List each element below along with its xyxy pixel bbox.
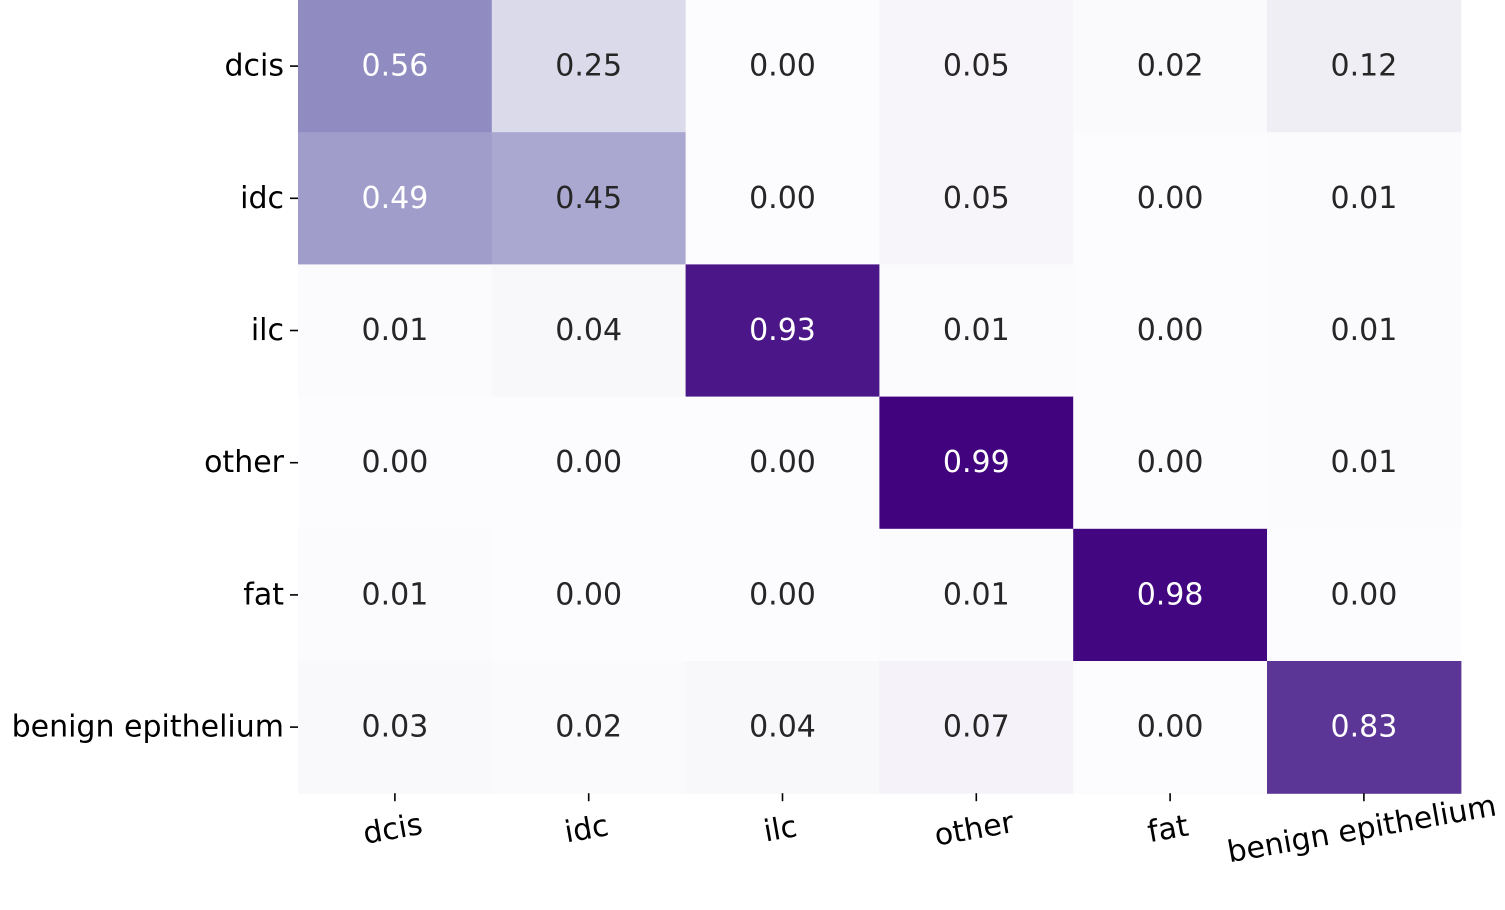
cell-value-label: 0.01	[1331, 313, 1398, 348]
cell-value-label: 0.00	[362, 445, 429, 480]
y-tick-label: dcis	[224, 49, 284, 84]
cell-value-label: 0.01	[943, 313, 1010, 348]
cell-value-label: 0.00	[555, 445, 622, 480]
heatmap-cell	[298, 264, 493, 398]
y-tick-label: benign epithelium	[12, 710, 284, 745]
heatmap-cell	[491, 0, 687, 133]
heatmap-cell	[879, 528, 1074, 662]
heatmap-cell	[1073, 0, 1268, 133]
cell-value-label: 0.00	[555, 577, 622, 612]
heatmap-cell	[685, 396, 880, 530]
heatmap-cell	[1073, 132, 1268, 265]
cell-value-label: 0.98	[1137, 577, 1204, 612]
x-tick-label: ilc	[761, 809, 800, 849]
heatmap-cell	[685, 0, 880, 133]
cell-value-label: 0.01	[362, 577, 429, 612]
cell-value-label: 0.07	[943, 710, 1010, 745]
cell-value-label: 0.01	[943, 577, 1010, 612]
cell-value-label: 0.00	[1331, 577, 1398, 612]
cell-value-label: 0.93	[749, 313, 816, 348]
heatmap-cell	[879, 396, 1074, 530]
heatmap-cell	[879, 661, 1074, 794]
heatmap-cell	[491, 264, 687, 398]
cell-value-label: 0.04	[749, 710, 816, 745]
x-tick-label: idc	[562, 808, 611, 850]
heatmap-cell	[1073, 264, 1268, 398]
heatmap-cell	[685, 661, 880, 794]
cell-value-label: 0.25	[555, 49, 622, 84]
cell-value-label: 0.01	[1331, 181, 1398, 216]
heatmap-cell	[298, 396, 493, 530]
x-tick-label: benign epithelium	[1225, 788, 1499, 870]
heatmap-cell	[491, 661, 687, 794]
y-tick-label: other	[204, 445, 285, 480]
y-tick-label: idc	[240, 181, 284, 216]
heatmap-cell	[491, 132, 687, 265]
heatmap-cell	[298, 132, 493, 265]
cell-value-label: 0.83	[1331, 710, 1398, 745]
cell-value-label: 0.99	[943, 445, 1010, 480]
heatmap-cell	[685, 132, 880, 265]
heatmap-cells	[298, 0, 1462, 794]
cell-value-label: 0.00	[749, 445, 816, 480]
heatmap-cell	[1267, 661, 1462, 794]
cell-value-label: 0.49	[362, 181, 429, 216]
heatmap-cell	[298, 528, 493, 662]
heatmap-cell	[879, 264, 1074, 398]
cell-value-label: 0.00	[749, 181, 816, 216]
cell-value-label: 0.45	[555, 181, 622, 216]
heatmap-cell	[1267, 264, 1462, 398]
x-tick-label: fat	[1145, 809, 1191, 851]
heatmap-cell	[298, 0, 493, 133]
cell-value-label: 0.00	[1137, 181, 1204, 216]
cell-value-label: 0.00	[749, 577, 816, 612]
cell-value-label: 0.00	[1137, 313, 1204, 348]
y-tick-label: ilc	[251, 313, 284, 348]
heatmap-cell	[1267, 0, 1462, 133]
cell-value-label: 0.04	[555, 313, 622, 348]
cell-value-label: 0.05	[943, 181, 1010, 216]
cell-value-label: 0.02	[555, 710, 622, 745]
cell-value-label: 0.56	[362, 49, 429, 84]
x-tick-label: dcis	[360, 807, 425, 852]
heatmap-cell	[1073, 528, 1268, 662]
cell-value-label: 0.01	[1331, 445, 1398, 480]
heatmap-cell	[879, 132, 1074, 265]
heatmap-cell	[1073, 661, 1268, 794]
heatmap-cell	[685, 528, 880, 662]
heatmap-cell	[1073, 396, 1268, 530]
heatmap-cell	[1267, 396, 1462, 530]
heatmap-cell	[491, 396, 687, 530]
heatmap-cell-labels: 0.56 0.25 0.00 0.05 0.02 0.12 0.49 0.45 0.00 0.05…	[362, 49, 1398, 745]
x-tick-label: other	[932, 805, 1017, 853]
heatmap-cell	[1267, 132, 1462, 265]
cell-value-label: 0.12	[1331, 49, 1398, 84]
cell-value-label: 0.03	[362, 710, 429, 745]
cell-value-label: 0.00	[749, 49, 816, 84]
heatmap-cell	[879, 0, 1074, 133]
y-axis: dcis idc ilc other fat benign epithelium	[12, 49, 298, 745]
heatmap-cell	[1267, 528, 1462, 662]
heatmap-cell	[685, 264, 880, 398]
y-tick-label: fat	[243, 577, 284, 612]
x-axis: dcis idc ilc other fat benign epithelium	[360, 788, 1499, 870]
cell-value-label: 0.01	[362, 313, 429, 348]
cell-value-label: 0.00	[1137, 710, 1204, 745]
cell-value-label: 0.00	[1137, 445, 1204, 480]
heatmap-cell	[298, 661, 493, 794]
cell-value-label: 0.05	[943, 49, 1010, 84]
heatmap-cell	[491, 528, 687, 662]
cell-value-label: 0.02	[1137, 49, 1204, 84]
